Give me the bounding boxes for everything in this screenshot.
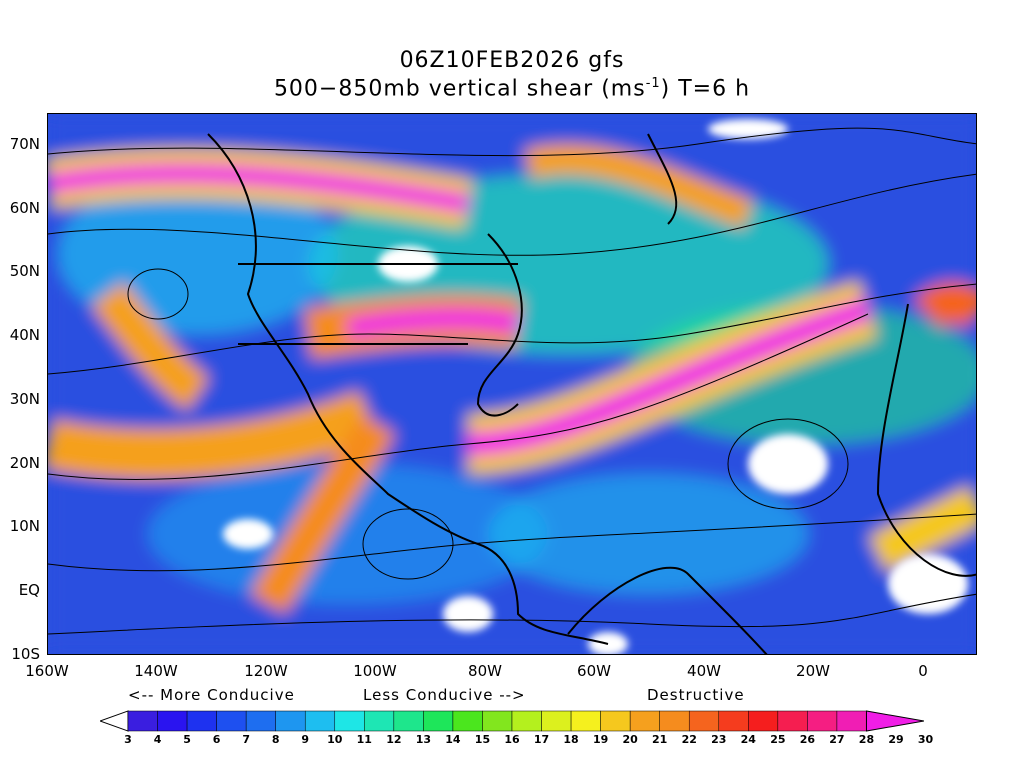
colorbar-tick-label: 17 [533, 733, 550, 746]
less-conducive-label: Less Conducive --> [363, 686, 526, 704]
shear-map [47, 113, 977, 655]
x-tick-label: 80W [468, 662, 502, 680]
colorbar-tick-label: 14 [445, 733, 461, 746]
colorbar-tick-label: 9 [301, 733, 310, 746]
colorbar-cell [186, 710, 217, 732]
colorbar-tick-label: 27 [829, 733, 845, 746]
colorbar-cell [541, 710, 572, 732]
colorbar-cell [127, 710, 158, 732]
y-tick-label: 30N [9, 390, 40, 408]
colorbar-cell [393, 710, 424, 732]
colorbar-cell [836, 710, 867, 732]
map-title: 06Z10FEB2026 gfs [399, 48, 625, 73]
colorbar-tick-label: 8 [271, 733, 280, 746]
colorbar-tick-label: 24 [740, 733, 756, 746]
y-tick-label: 10S [11, 645, 40, 663]
subtitle-suffix: ) T=6 h [660, 76, 751, 102]
colorbar-tick-label: 30 [917, 733, 934, 746]
colorbar-cell [807, 710, 838, 732]
colorbar-cells [100, 710, 924, 732]
colorbar-cell [216, 710, 247, 732]
x-tick-label: 0 [918, 662, 928, 680]
colorbar-cell [245, 710, 276, 732]
colorbar-cell [157, 710, 188, 732]
colorbar-tick-label: 26 [799, 733, 816, 746]
colorbar-tick-label: 10 [327, 733, 343, 746]
colorbar-tick-label: 13 [415, 733, 432, 746]
colorbar-tick-label: 3 [124, 733, 132, 746]
colorbar-cell [100, 710, 129, 732]
shear-field [48, 114, 976, 654]
coastlines [207, 133, 976, 654]
colorbar-tick-label: 12 [386, 733, 402, 746]
colorbar-tick-label: 6 [212, 733, 221, 746]
y-tick-label: 20N [9, 454, 40, 472]
colorbar-tick-label: 21 [652, 733, 668, 746]
x-tick-label: 120W [244, 662, 288, 680]
y-tick-label: 10N [9, 517, 40, 535]
destructive-label: Destructive [647, 686, 745, 704]
x-tick-label: 140W [134, 662, 178, 680]
colorbar [100, 710, 924, 732]
colorbar-tick-label: 11 [356, 733, 372, 746]
y-tick-label: 40N [9, 326, 40, 344]
colorbar-tick-label: 29 [888, 733, 904, 746]
colorbar-cell [688, 710, 720, 732]
x-tick-label: 60W [577, 662, 611, 680]
colorbar-cell [777, 710, 808, 732]
colorbar-cell [423, 710, 454, 732]
colorbar-tick-label: 5 [183, 733, 191, 746]
colorbar-cell [718, 710, 749, 732]
map-subtitle: 500−850mb vertical shear (ms-1) T=6 h [0, 76, 1024, 101]
colorbar-tick-label: 16 [504, 733, 520, 746]
colorbar-cell [600, 710, 631, 732]
more-conducive-label: <-- More Conducive [128, 686, 295, 704]
colorbar-cell [511, 710, 542, 732]
streamlines [48, 127, 976, 635]
colorbar-cell [570, 710, 601, 732]
subtitle-superscript: -1 [645, 76, 661, 91]
colorbar-cell [452, 710, 483, 732]
colorbar-tick-label: 22 [681, 733, 697, 746]
colorbar-tick-label: 19 [592, 733, 609, 746]
colorbar-cell [334, 710, 365, 732]
colorbar-cell [659, 710, 690, 732]
colorbar-cell [304, 710, 336, 732]
x-tick-label: 20W [796, 662, 830, 680]
colorbar-tick-label: 23 [711, 733, 727, 746]
x-tick-label: 40W [687, 662, 721, 680]
y-tick-label: 70N [9, 135, 40, 153]
y-tick-label: EQ [18, 581, 40, 599]
x-tick-label: 100W [353, 662, 397, 680]
colorbar-cell [748, 710, 779, 732]
colorbar-tick-label: 7 [242, 733, 250, 746]
colorbar-cell [865, 710, 924, 732]
map-canvas [48, 114, 976, 654]
colorbar-tick-label: 28 [858, 733, 875, 746]
colorbar-tick-label: 15 [474, 733, 491, 746]
colorbar-cell [275, 710, 306, 732]
y-tick-label: 50N [9, 262, 40, 280]
colorbar-cell [482, 710, 513, 732]
colorbar-tick-label: 4 [153, 733, 162, 746]
y-tick-label: 60N [9, 199, 40, 217]
colorbar-tick-label: 18 [563, 733, 579, 746]
colorbar-tick-label: 25 [770, 733, 786, 746]
colorbar-cell [629, 710, 660, 732]
colorbar-tick-label: 20 [622, 733, 638, 746]
x-tick-label: 160W [25, 662, 69, 680]
colorbar-cell [364, 710, 395, 732]
subtitle-prefix: 500−850mb vertical shear (ms [273, 76, 646, 102]
